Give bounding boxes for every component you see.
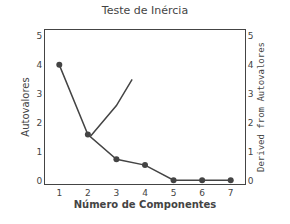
svg-text:Teste de Inércia: Teste de Inércia [101,4,188,17]
svg-text:1: 1 [56,188,62,198]
svg-text:Derived from Autovalores: Derived from Autovalores [256,42,266,172]
svg-text:0: 0 [36,176,42,186]
svg-text:3: 3 [36,89,42,99]
svg-text:2: 2 [85,188,91,198]
svg-text:2: 2 [36,118,42,128]
svg-text:6: 6 [199,188,205,198]
svg-text:Número de Componentes: Número de Componentes [74,199,217,210]
svg-text:0: 0 [248,176,254,186]
svg-text:4: 4 [248,60,254,70]
svg-text:3: 3 [114,188,120,198]
svg-text:1: 1 [248,147,254,157]
svg-text:5: 5 [248,31,254,41]
svg-text:7: 7 [228,188,234,198]
svg-text:5: 5 [171,188,177,198]
svg-text:4: 4 [142,188,148,198]
svg-text:3: 3 [248,89,254,99]
svg-text:Autovalores: Autovalores [20,77,31,136]
svg-text:4: 4 [36,60,42,70]
svg-text:1: 1 [36,147,42,157]
svg-text:5: 5 [36,31,42,41]
svg-text:2: 2 [248,118,254,128]
